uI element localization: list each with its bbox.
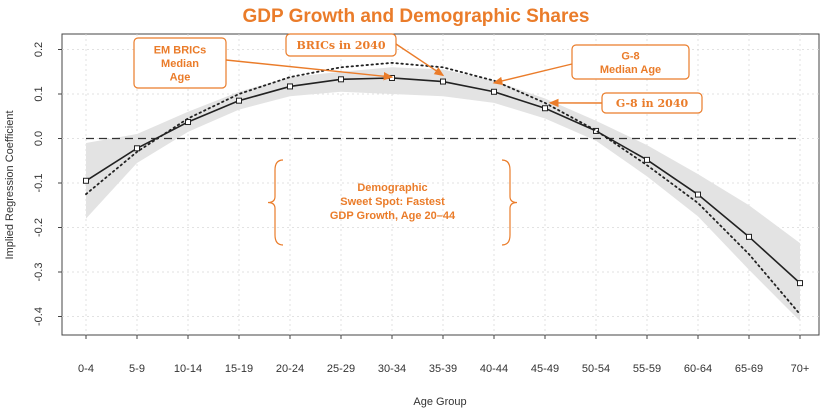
x-tick-label: 70+ bbox=[791, 363, 810, 375]
callout-box bbox=[285, 33, 397, 57]
x-tick-label: 30-34 bbox=[378, 363, 406, 375]
sweet-spot-text: GDP Growth, Age 20–44 bbox=[330, 210, 456, 222]
sweet-spot-text: Sweet Spot: Fastest bbox=[340, 196, 445, 208]
x-tick-label: 40-44 bbox=[480, 363, 508, 375]
callout-text: Median bbox=[161, 58, 199, 70]
brace-right bbox=[501, 159, 518, 246]
x-tick-label: 10-14 bbox=[174, 363, 202, 375]
x-tick-label: 35-39 bbox=[429, 363, 457, 375]
x-tick-label: 15-19 bbox=[225, 363, 253, 375]
callout-text: G-8 in 2040 bbox=[616, 97, 689, 110]
data-point bbox=[440, 78, 446, 85]
data-point bbox=[593, 127, 599, 134]
data-point bbox=[491, 88, 497, 95]
callout-text: Age bbox=[170, 72, 191, 84]
callout-box bbox=[133, 37, 227, 89]
x-tick-label: 20-24 bbox=[276, 363, 304, 375]
callout-text: BRICs in 2040 bbox=[297, 39, 386, 52]
x-tick-label: 25-29 bbox=[327, 363, 355, 375]
data-point bbox=[236, 97, 242, 104]
callout-arrow bbox=[492, 63, 573, 85]
y-tick-label: -0.4 bbox=[33, 307, 45, 326]
brace-left bbox=[267, 159, 284, 246]
plot-frame bbox=[61, 33, 820, 336]
callout-box bbox=[571, 44, 690, 80]
y-tick-label: -0.1 bbox=[33, 174, 45, 193]
x-axis-label: Age Group bbox=[413, 396, 466, 408]
sweet-spot-text: Demographic bbox=[357, 182, 427, 194]
y-axis-ticks: -0.4 -0.3 -0.2 -0.1 0.0 0.1 0.2 bbox=[33, 42, 62, 326]
chart-title: GDP Growth and Demographic Shares bbox=[242, 6, 589, 27]
callout-arrow bbox=[225, 59, 394, 81]
data-point bbox=[746, 233, 752, 240]
x-tick-label: 50-54 bbox=[582, 363, 610, 375]
data-point bbox=[338, 76, 344, 83]
x-tick-label: 45-49 bbox=[531, 363, 559, 375]
y-tick-label: 0.1 bbox=[33, 86, 45, 101]
callout-text: Median Age bbox=[600, 64, 661, 76]
x-tick-label: 65-69 bbox=[735, 363, 763, 375]
x-tick-label: 55-59 bbox=[633, 363, 661, 375]
x-tick-label: 0-4 bbox=[78, 363, 94, 375]
data-point bbox=[542, 105, 548, 112]
data-point bbox=[644, 156, 650, 163]
x-tick-label: 5-9 bbox=[129, 363, 145, 375]
y-tick-label: 0.2 bbox=[33, 42, 45, 57]
data-point bbox=[83, 177, 89, 184]
y-tick-label: -0.2 bbox=[33, 218, 45, 237]
callout-text: G-8 bbox=[621, 50, 639, 62]
y-tick-label: 0.0 bbox=[33, 131, 45, 146]
data-point bbox=[134, 145, 140, 152]
callout-text: EM BRICs bbox=[154, 45, 207, 57]
callout-arrow bbox=[395, 43, 445, 77]
x-tick-label: 60-64 bbox=[684, 363, 712, 375]
data-point bbox=[695, 191, 701, 198]
y-tick-label: -0.3 bbox=[33, 263, 45, 282]
data-point bbox=[287, 83, 293, 90]
data-point bbox=[797, 280, 803, 287]
x-axis-ticks: 0-4 5-9 10-14 15-19 20-24 25-29 30-34 35-39 40-4… bbox=[78, 335, 809, 375]
y-axis-label: Implied Regression Coefficient bbox=[4, 111, 16, 260]
